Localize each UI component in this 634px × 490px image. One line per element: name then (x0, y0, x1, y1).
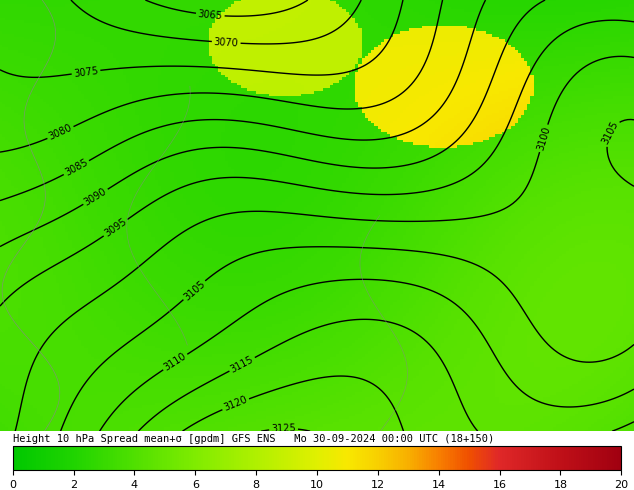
Text: 3120: 3120 (223, 395, 249, 414)
Text: 3070: 3070 (214, 37, 239, 48)
Text: 3085: 3085 (63, 157, 89, 178)
Text: 3090: 3090 (82, 186, 108, 208)
Text: 3110: 3110 (162, 351, 188, 373)
Text: 3125: 3125 (271, 423, 296, 434)
Text: 3105: 3105 (600, 120, 620, 146)
Text: Height 10 hPa Spread mean+σ [gpdm] GFS ENS   Mo 30-09-2024 00:00 UTC (18+150): Height 10 hPa Spread mean+σ [gpdm] GFS E… (13, 434, 494, 443)
Text: 3080: 3080 (48, 123, 74, 142)
Text: 3075: 3075 (73, 66, 99, 79)
Text: 3100: 3100 (535, 125, 552, 151)
Text: 3105: 3105 (182, 278, 207, 302)
Text: 3065: 3065 (198, 9, 223, 21)
Text: 3095: 3095 (103, 217, 129, 239)
Text: 3115: 3115 (229, 354, 256, 374)
